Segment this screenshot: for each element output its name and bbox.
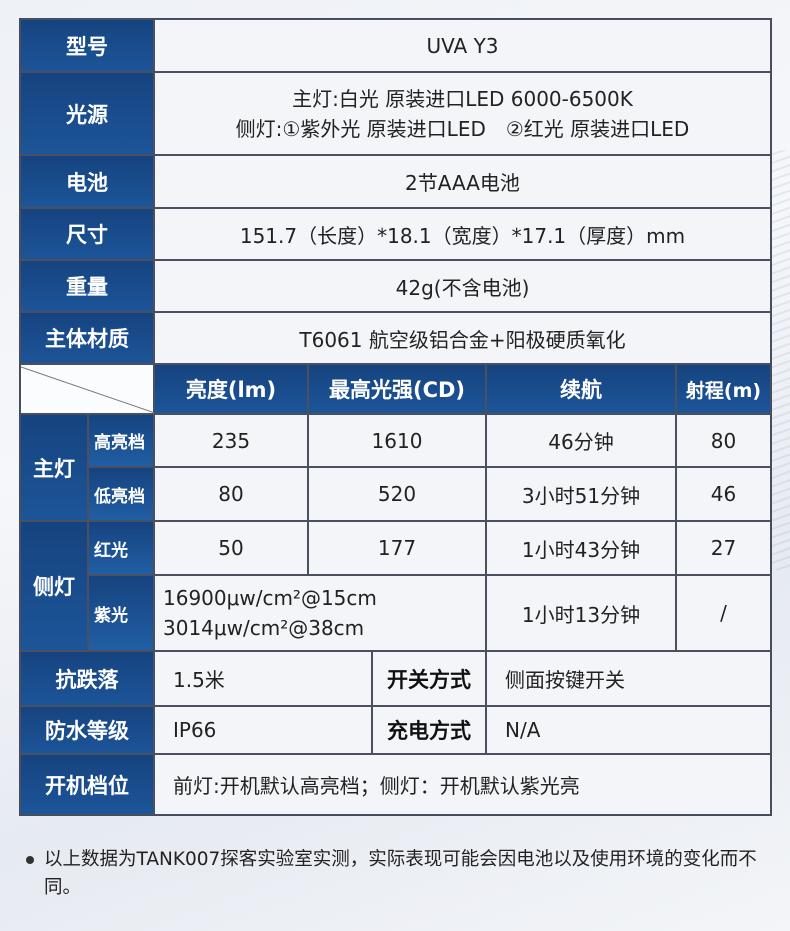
header-range: 射程(m) bbox=[676, 364, 771, 414]
startup-label: 开机档位 bbox=[20, 754, 154, 815]
light-source-value: 主灯:白光 原装进口LED 6000-6500K 侧灯:①紫外光 原装进口LED… bbox=[154, 72, 771, 155]
mode-high: 高亮档 bbox=[88, 414, 154, 467]
red-range: 27 bbox=[676, 521, 771, 575]
high-runtime: 46分钟 bbox=[486, 414, 676, 467]
startup-value: 前灯:开机默认高亮档；侧灯：开机默认紫光亮 bbox=[154, 754, 771, 815]
size-value: 151.7（长度）*18.1（宽度）*17.1（厚度）mm bbox=[154, 208, 771, 260]
low-cd: 520 bbox=[308, 467, 486, 521]
low-range: 46 bbox=[676, 467, 771, 521]
diagonal-line bbox=[21, 366, 155, 414]
bullet-icon bbox=[26, 856, 34, 864]
material-value: T6061 航空级铝合金+阳极硬质氧化 bbox=[154, 312, 771, 364]
header-runtime: 续航 bbox=[486, 364, 676, 414]
weight-value: 42g(不含电池) bbox=[154, 260, 771, 312]
switch-label: 开关方式 bbox=[372, 651, 486, 706]
high-range: 80 bbox=[676, 414, 771, 467]
size-label: 尺寸 bbox=[20, 208, 154, 260]
high-lumens: 235 bbox=[154, 414, 308, 467]
spec-table: 型号 UVA Y3 光源 主灯:白光 原装进口LED 6000-6500K 侧灯… bbox=[19, 18, 772, 816]
footnote: 以上数据为TANK007探客实验室实测，实际表现可能会因电池以及使用环境的变化而… bbox=[22, 846, 782, 902]
header-intensity: 最高光强(CD) bbox=[308, 364, 486, 414]
red-cd: 177 bbox=[308, 521, 486, 575]
header-lumens: 亮度(lm) bbox=[154, 364, 308, 414]
uv-irradiance-38cm: 3014μw/cm²@38cm bbox=[163, 616, 365, 640]
side-light-group: 侧灯 bbox=[20, 521, 88, 651]
model-label: 型号 bbox=[20, 19, 154, 72]
mode-uv: 紫光 bbox=[88, 575, 154, 651]
uv-irradiance-15cm: 16900μw/cm²@15cm bbox=[163, 586, 377, 610]
red-runtime: 1小时43分钟 bbox=[486, 521, 676, 575]
light-source-label: 光源 bbox=[20, 72, 154, 155]
mode-red: 红光 bbox=[88, 521, 154, 575]
weight-label: 重量 bbox=[20, 260, 154, 312]
waterproof-value: IP66 bbox=[154, 706, 372, 754]
footnote-text: 以上数据为TANK007探客实验室实测，实际表现可能会因电池以及使用环境的变化而… bbox=[44, 849, 757, 898]
battery-label: 电池 bbox=[20, 155, 154, 208]
material-label: 主体材质 bbox=[20, 312, 154, 364]
main-light-group: 主灯 bbox=[20, 414, 88, 521]
model-value: UVA Y3 bbox=[154, 19, 771, 72]
uv-runtime: 1小时13分钟 bbox=[486, 575, 676, 651]
light-source-side: 侧灯:①紫外光 原装进口LED ②红光 原装进口LED bbox=[235, 116, 690, 141]
uv-irradiance: 16900μw/cm²@15cm 3014μw/cm²@38cm bbox=[154, 575, 486, 651]
high-cd: 1610 bbox=[308, 414, 486, 467]
red-lumens: 50 bbox=[154, 521, 308, 575]
mode-low: 低亮档 bbox=[88, 467, 154, 521]
low-lumens: 80 bbox=[154, 467, 308, 521]
charging-value: N/A bbox=[486, 706, 771, 754]
charging-label: 充电方式 bbox=[372, 706, 486, 754]
diagonal-corner-cell bbox=[20, 364, 155, 414]
light-source-main: 主灯:白光 原装进口LED 6000-6500K bbox=[292, 86, 633, 111]
drop-value: 1.5米 bbox=[154, 651, 372, 706]
switch-value: 侧面按键开关 bbox=[486, 651, 771, 706]
low-runtime: 3小时51分钟 bbox=[486, 467, 676, 521]
waterproof-label: 防水等级 bbox=[20, 706, 154, 754]
battery-value: 2节AAA电池 bbox=[154, 155, 771, 208]
uv-range: / bbox=[676, 575, 771, 651]
drop-label: 抗跌落 bbox=[20, 651, 154, 706]
